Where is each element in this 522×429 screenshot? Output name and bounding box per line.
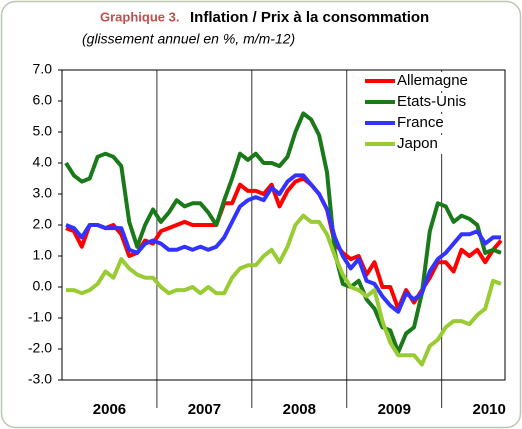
y-tick-label: 0.0 (33, 278, 53, 294)
y-tick-label: 5.0 (33, 123, 53, 139)
legend-bg (363, 135, 493, 154)
x-tick-label: 2010 (472, 401, 505, 418)
y-tick-label: 1.0 (33, 247, 53, 263)
y-tick-label: 6.0 (33, 92, 53, 108)
x-tick-label: 2008 (283, 401, 316, 418)
legend-bg (363, 114, 493, 133)
series-line (66, 213, 502, 367)
legend-label: Allemagne (397, 72, 468, 89)
y-tick-label: 4.0 (33, 154, 53, 170)
legend-label: France (397, 114, 444, 131)
title-prefix: Graphique 3. (100, 9, 179, 24)
y-tick-label: -1.0 (28, 309, 52, 325)
legend-bg (363, 93, 493, 112)
legend-label: Japon (397, 135, 438, 152)
legend-bg (363, 72, 493, 91)
y-tick-label: -3.0 (28, 371, 52, 387)
x-tick-label: 2006 (93, 401, 126, 418)
legend-label: Etats-Unis (397, 93, 466, 110)
y-tick-label: 3.0 (33, 185, 53, 201)
x-tick-label: 2009 (378, 401, 411, 418)
chart-title: Inflation / Prix à la consommation (190, 9, 429, 26)
y-tick-label: 7.0 (33, 61, 53, 77)
series-line (64, 111, 502, 355)
y-tick-label: 2.0 (33, 216, 53, 232)
chart-subtitle: (glissement annuel en %, m/m-12) (82, 31, 295, 47)
x-tick-label: 2007 (188, 401, 221, 418)
series-line (65, 173, 501, 314)
y-tick-label: -2.0 (28, 340, 52, 356)
